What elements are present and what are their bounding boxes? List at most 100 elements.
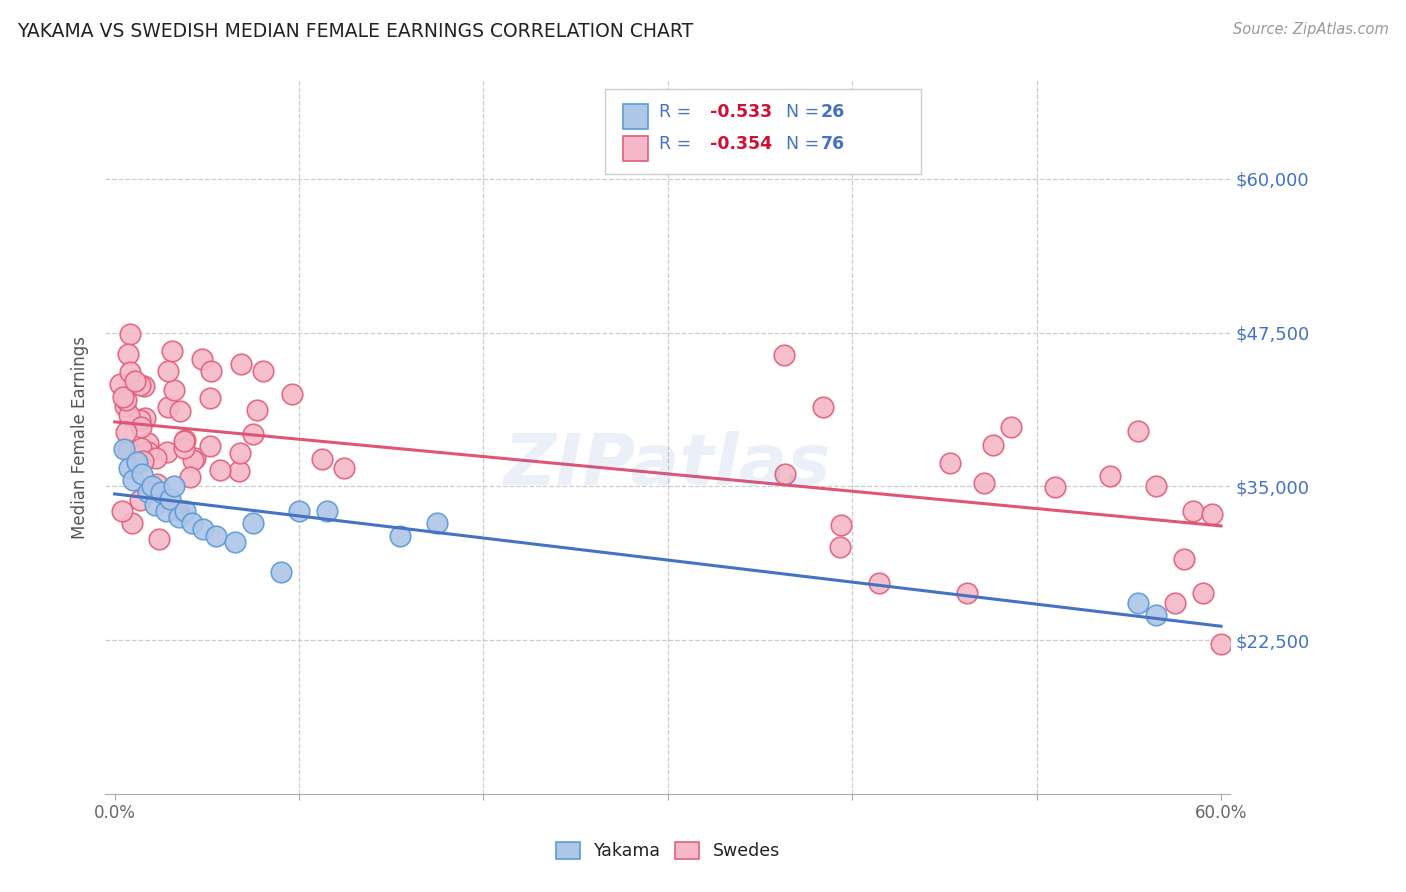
Point [811, 400, 834, 414]
Point [198, 439, 221, 453]
Point [1045, 480, 1067, 494]
Text: ZIPatlas: ZIPatlas [505, 431, 831, 500]
Point [1164, 596, 1187, 610]
Text: YAKAMA VS SWEDISH MEDIAN FEMALE EARNINGS CORRELATION CHART: YAKAMA VS SWEDISH MEDIAN FEMALE EARNINGS… [17, 22, 693, 41]
Point [145, 451, 167, 466]
Point [389, 528, 412, 542]
Y-axis label: Median Female Earnings: Median Female Earnings [72, 335, 90, 539]
Point [160, 344, 183, 359]
Point [111, 504, 134, 518]
Point [1000, 419, 1022, 434]
Point [1191, 586, 1213, 600]
Point [270, 566, 292, 580]
Point [332, 460, 354, 475]
Point [939, 456, 962, 470]
Point [1126, 424, 1149, 438]
Point [184, 450, 207, 465]
Point [115, 392, 138, 407]
Point [200, 391, 222, 405]
Point [112, 442, 135, 457]
Point [868, 575, 890, 590]
Text: R =: R = [659, 135, 697, 153]
Point [288, 504, 311, 518]
Point [136, 485, 159, 500]
Point [118, 409, 141, 423]
Point [174, 433, 197, 447]
Point [179, 470, 201, 484]
Point [1201, 507, 1223, 521]
Point [1173, 551, 1195, 566]
Point [830, 518, 852, 533]
Point [124, 374, 146, 388]
Point [149, 485, 172, 500]
Point [281, 387, 304, 401]
Point [231, 357, 253, 371]
Point [156, 400, 179, 414]
Point [973, 476, 995, 491]
Text: Source: ZipAtlas.com: Source: ZipAtlas.com [1233, 22, 1389, 37]
Point [775, 467, 797, 482]
Point [129, 378, 152, 392]
Point [118, 460, 141, 475]
Point [246, 403, 269, 417]
Point [141, 479, 163, 493]
Point [117, 442, 139, 457]
Point [156, 444, 179, 458]
Point [167, 510, 190, 524]
Point [1146, 478, 1168, 492]
Point [163, 383, 186, 397]
Point [120, 365, 142, 379]
Point [129, 441, 152, 455]
Point [181, 516, 204, 531]
Point [156, 364, 179, 378]
Point [193, 522, 215, 536]
Point [125, 455, 148, 469]
Point [143, 498, 166, 512]
Point [173, 441, 195, 455]
Point [136, 436, 159, 450]
Point [129, 412, 152, 426]
Point [122, 473, 145, 487]
Point [426, 516, 449, 531]
Point [132, 453, 155, 467]
Text: -0.354: -0.354 [710, 135, 772, 153]
Point [252, 364, 274, 378]
Point [224, 534, 246, 549]
Point [155, 504, 177, 518]
Point [828, 540, 851, 554]
Text: N =: N = [775, 135, 824, 153]
Text: 26: 26 [821, 103, 845, 121]
Point [159, 491, 181, 506]
Point [131, 420, 153, 434]
Point [981, 438, 1004, 452]
Point [163, 479, 186, 493]
Point [110, 377, 132, 392]
Point [200, 364, 222, 378]
Point [191, 352, 214, 367]
Point [173, 504, 195, 518]
Point [311, 451, 333, 466]
Point [121, 516, 143, 530]
Point [148, 533, 170, 547]
Point [166, 503, 188, 517]
Point [118, 326, 141, 341]
Point [242, 516, 264, 531]
Point [136, 444, 159, 458]
Point [115, 425, 138, 440]
Point [114, 399, 136, 413]
Point [125, 454, 148, 468]
Text: 76: 76 [821, 135, 845, 153]
Point [173, 434, 195, 448]
Point [131, 467, 153, 481]
Point [111, 390, 134, 404]
Point [181, 453, 204, 467]
Point [242, 427, 264, 442]
Legend: Yakama, Swedes: Yakama, Swedes [548, 835, 787, 867]
Point [1126, 596, 1149, 610]
Point [128, 493, 150, 508]
Point [132, 379, 155, 393]
Point [209, 463, 232, 477]
Point [228, 464, 250, 478]
Point [169, 404, 191, 418]
Point [205, 528, 228, 542]
